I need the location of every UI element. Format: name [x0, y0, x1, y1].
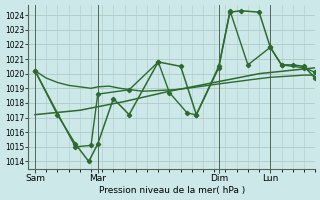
X-axis label: Pression niveau de la mer( hPa ): Pression niveau de la mer( hPa )	[99, 186, 245, 195]
